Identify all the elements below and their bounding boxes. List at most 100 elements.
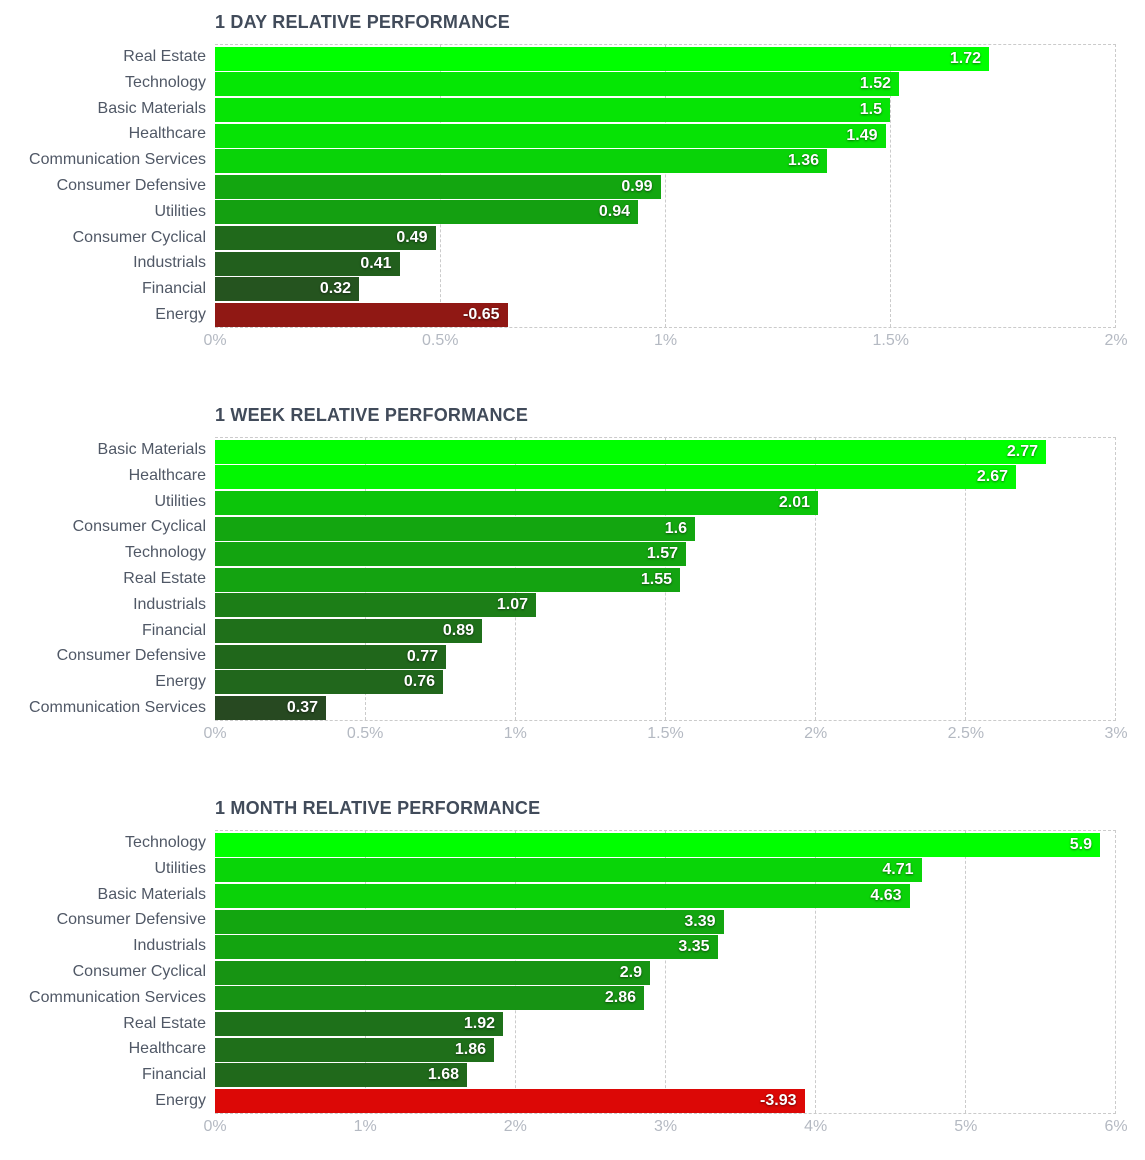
bar-communication-services: 0.37 (215, 696, 326, 721)
category-label: Communication Services (29, 151, 206, 169)
category-label: Consumer Cyclical (72, 962, 206, 980)
bar-row: 0.37 (215, 694, 1115, 721)
bar-financial: 0.32 (215, 277, 359, 302)
value-label: -0.65 (463, 306, 500, 324)
bar-basic-materials: 1.5 (215, 97, 890, 122)
bar-row: 0.94 (215, 199, 1115, 225)
bar-healthcare: 1.49 (215, 123, 886, 148)
bar-row: -3.93 (215, 1087, 1115, 1114)
bar-row: 3.39 (215, 908, 1115, 934)
category-label: Industrials (133, 254, 206, 272)
plot-area: 5.9 4.71 4.63 3.39 3.35 2.9 2.86 1.92 1.86 1.68 -3… (215, 830, 1116, 1114)
plot-area: 2.77 2.67 2.01 1.6 1.57 1.55 1.07 0.89 0.77 0.76 0… (215, 437, 1116, 721)
category-label: Basic Materials (97, 99, 206, 117)
bar-consumer-defensive: 0.99 (215, 174, 661, 199)
x-axis-tick-label: 0.5% (346, 725, 384, 742)
value-label: 0.37 (286, 699, 318, 717)
x-axis-tick-label: 1.5% (872, 332, 909, 349)
bar-row: 1.68 (215, 1062, 1115, 1088)
x-axis: 0% 0.5% 1% 1.5% 2% 2.5% 3% (203, 725, 1127, 743)
category-label: Utilities (154, 859, 206, 877)
category-labels: Basic Materials Healthcare Utilities Consum… (0, 437, 215, 721)
value-label: 1.52 (859, 75, 891, 93)
bar-row: 1.55 (215, 566, 1115, 592)
bar-row: 5.9 (215, 831, 1115, 857)
bar-consumer-defensive: 0.77 (215, 644, 446, 669)
x-axis: 0% 0.5% 1% 1.5% 2% (203, 332, 1127, 350)
category-label: Healthcare (128, 466, 206, 484)
chart-title-1-month: 1 MONTH RELATIVE PERFORMANCE (215, 798, 541, 818)
value-label: 2.01 (778, 493, 810, 511)
category-label: Utilities (154, 492, 206, 510)
category-labels: Real Estate Technology Basic Materials Heal… (0, 44, 215, 328)
x-axis-tick-label: 2% (1104, 332, 1128, 349)
gridline (665, 831, 666, 1113)
x-axis-tick-label: 0% (203, 1118, 227, 1135)
bar-real-estate: 1.72 (215, 46, 989, 71)
x-axis-tick-label: 1% (503, 725, 527, 742)
value-label: 1.07 (496, 596, 528, 614)
value-label: 3.39 (684, 912, 716, 930)
chart-body-1-week: Basic Materials Healthcare Utilities Consum… (0, 437, 1145, 743)
x-axis-tick-label: 2.5% (947, 725, 985, 742)
category-label: Communication Services (29, 699, 206, 717)
bar-row: 2.86 (215, 985, 1115, 1011)
value-label: 0.76 (403, 673, 435, 691)
category-label: Basic Materials (97, 885, 206, 903)
value-label: 2.9 (619, 963, 642, 981)
x-axis-tick-label: 5% (954, 1118, 978, 1135)
category-label: Consumer Defensive (56, 647, 206, 665)
bar-technology: 1.57 (215, 542, 686, 567)
value-label: 1.68 (427, 1066, 459, 1084)
gridline (965, 831, 966, 1113)
bar-row: 1.92 (215, 1010, 1115, 1037)
bar-healthcare: 1.86 (215, 1037, 494, 1062)
x-axis: 0% 1% 2% 3% 4% 5% 6% (203, 1118, 1127, 1136)
value-label: 1.55 (640, 570, 672, 588)
category-label: Technology (125, 833, 206, 851)
bar-row: 1.57 (215, 541, 1115, 567)
plot-column: 5.9 4.71 4.63 3.39 3.35 2.9 2.86 1.92 1.86 1.68 -3… (203, 830, 1128, 1136)
category-label: Real Estate (123, 569, 206, 587)
bar-row: 0.76 (215, 669, 1115, 695)
value-label: -3.93 (760, 1092, 797, 1110)
value-label: 0.89 (442, 622, 474, 640)
bar-row: 1.5 (215, 96, 1115, 122)
bar-row: 0.89 (215, 617, 1115, 644)
bar-row: 3.35 (215, 934, 1115, 960)
value-label: 1.49 (846, 126, 878, 144)
category-label: Industrials (133, 595, 206, 613)
value-label: 1.92 (463, 1015, 495, 1033)
bar-healthcare: 2.67 (215, 465, 1016, 490)
chart-body-1-month: Technology Utilities Basic Materials Consum… (0, 830, 1145, 1136)
bar-row: 2.01 (215, 489, 1115, 515)
x-axis-tick-label: 2% (804, 725, 828, 742)
value-label: 0.49 (396, 229, 428, 247)
plot-column: 1.72 1.52 1.5 1.49 1.36 0.99 0.94 0.49 0.41 0.32 -… (203, 44, 1128, 350)
category-label: Real Estate (123, 1014, 206, 1032)
bar-financial: 1.68 (215, 1063, 467, 1088)
category-label: Energy (155, 1092, 206, 1110)
bar-energy: -0.65 (215, 303, 508, 328)
gridline (665, 45, 666, 327)
value-label: 5.9 (1069, 835, 1092, 853)
x-axis-tick-label: 0% (203, 332, 227, 349)
sector-performance-dashboard: 1 DAY RELATIVE PERFORMANCE Real Estate Te… (0, 12, 1145, 1136)
category-label: Technology (125, 544, 206, 562)
value-label: 2.77 (1006, 442, 1038, 460)
bar-row: 4.71 (215, 857, 1115, 883)
x-axis-tick-label: 3% (653, 1118, 678, 1135)
value-label: 1.36 (787, 152, 819, 170)
category-label: Financial (141, 621, 206, 639)
chart-title-1-week: 1 WEEK RELATIVE PERFORMANCE (215, 405, 529, 425)
value-label: 0.41 (360, 254, 392, 272)
bar-communication-services: 1.36 (215, 149, 827, 174)
bar-consumer-cyclical: 1.6 (215, 516, 695, 541)
bar-row: 0.41 (215, 250, 1115, 276)
value-label: 1.6 (664, 519, 687, 537)
bar-row: 1.07 (215, 592, 1115, 618)
bar-real-estate: 1.92 (215, 1012, 503, 1037)
gridline (814, 438, 816, 720)
chart-section-1-week: 1 WEEK RELATIVE PERFORMANCE Basic Materi… (0, 405, 1145, 743)
value-label: 0.77 (406, 647, 438, 665)
